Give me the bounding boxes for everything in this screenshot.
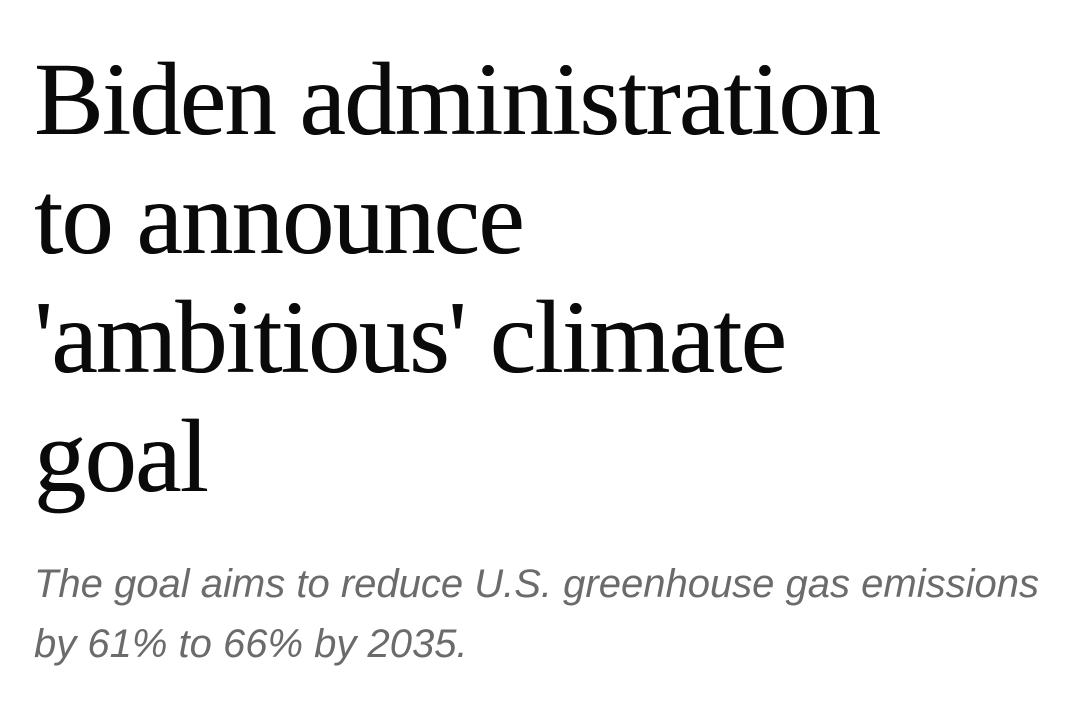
headline-line: Biden administration [34,42,881,157]
headline-line: to announce [34,161,524,276]
headline-line: goal [34,399,209,514]
headline-line: 'ambitious' climate [34,280,787,395]
subheadline: The goal aims to reduce U.S. greenhouse … [34,562,1039,666]
headline: Biden administration to announce 'ambiti… [34,40,1034,516]
